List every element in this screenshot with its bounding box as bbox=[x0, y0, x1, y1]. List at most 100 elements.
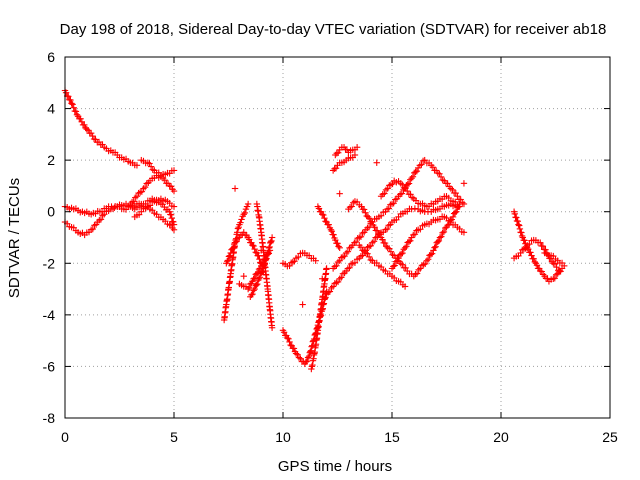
data-point bbox=[265, 248, 272, 256]
y-tick-label: 2 bbox=[47, 152, 55, 168]
data-point bbox=[385, 205, 392, 212]
data-point bbox=[327, 226, 335, 233]
y-axis-label: SDTVAR / TECUs bbox=[6, 178, 23, 298]
data-point bbox=[430, 247, 437, 254]
data-point bbox=[537, 239, 544, 246]
data-point bbox=[332, 165, 340, 172]
data-point bbox=[260, 265, 267, 272]
data-point bbox=[423, 257, 431, 264]
data-point bbox=[320, 211, 327, 219]
data-point bbox=[251, 285, 258, 293]
data-point bbox=[167, 183, 175, 190]
data-point bbox=[250, 275, 257, 283]
data-point bbox=[373, 159, 380, 166]
data-point bbox=[357, 233, 365, 240]
x-tick-label: 15 bbox=[384, 429, 400, 445]
data-point bbox=[384, 185, 391, 192]
data-point bbox=[539, 242, 547, 250]
x-tick-labels: 0 5 10 15 20 25 bbox=[61, 429, 618, 445]
data-point bbox=[326, 288, 334, 295]
data-point bbox=[351, 259, 359, 266]
data-point bbox=[387, 248, 395, 255]
data-point bbox=[146, 160, 153, 167]
data-point bbox=[223, 258, 231, 265]
data-point bbox=[67, 96, 74, 104]
data-point bbox=[140, 185, 147, 192]
data-point bbox=[291, 258, 298, 265]
data-point bbox=[435, 237, 443, 245]
y-tick-label: 0 bbox=[47, 204, 55, 220]
data-point bbox=[89, 132, 96, 140]
data-point bbox=[141, 183, 149, 191]
data-point bbox=[258, 247, 265, 254]
data-point bbox=[240, 229, 247, 236]
data-point bbox=[544, 275, 551, 282]
x-tick-label: 25 bbox=[602, 429, 618, 445]
data-point bbox=[434, 238, 441, 245]
data-point bbox=[328, 284, 335, 292]
data-point bbox=[348, 203, 355, 210]
data-point bbox=[381, 190, 388, 197]
data-point bbox=[62, 89, 70, 96]
data-point bbox=[344, 248, 352, 255]
data-point bbox=[359, 229, 366, 237]
data-point bbox=[392, 196, 399, 203]
data-point bbox=[294, 351, 301, 358]
data-point bbox=[249, 242, 256, 249]
data-point bbox=[264, 249, 271, 257]
data-point bbox=[364, 244, 371, 251]
data-point bbox=[81, 121, 88, 129]
data-point bbox=[449, 213, 457, 221]
data-point bbox=[411, 231, 419, 238]
data-point bbox=[454, 193, 461, 200]
data-point bbox=[413, 270, 421, 277]
data-point bbox=[518, 232, 526, 240]
data-point bbox=[133, 162, 141, 169]
data-point bbox=[287, 259, 295, 266]
data-point bbox=[224, 257, 232, 264]
data-point bbox=[382, 186, 390, 194]
data-point bbox=[351, 151, 359, 159]
data-point bbox=[365, 253, 373, 261]
data-point bbox=[280, 329, 288, 336]
data-point bbox=[268, 324, 276, 331]
data-point bbox=[516, 225, 524, 233]
data-point bbox=[250, 287, 257, 294]
data-point bbox=[397, 250, 405, 258]
data-point bbox=[255, 265, 263, 273]
data-point bbox=[527, 249, 534, 256]
data-point bbox=[561, 262, 568, 270]
data-point bbox=[376, 231, 383, 238]
data-point bbox=[408, 205, 415, 213]
data-point bbox=[251, 245, 258, 253]
data-point bbox=[334, 278, 342, 286]
data-point bbox=[299, 301, 306, 308]
data-point bbox=[170, 187, 178, 195]
data-point bbox=[538, 268, 545, 275]
data-point bbox=[138, 188, 146, 195]
data-point bbox=[246, 284, 253, 291]
data-point bbox=[295, 354, 303, 361]
data-point bbox=[87, 129, 95, 137]
data-point bbox=[386, 182, 393, 189]
data-point bbox=[392, 258, 400, 265]
data-point bbox=[399, 261, 406, 268]
data-point bbox=[362, 209, 369, 216]
data-point bbox=[528, 252, 535, 259]
data-point bbox=[530, 255, 537, 263]
data-point bbox=[284, 334, 291, 342]
data-point bbox=[401, 244, 409, 252]
x-axis-label: GPS time / hours bbox=[278, 458, 392, 475]
data-point bbox=[292, 350, 300, 357]
data-point bbox=[304, 354, 312, 361]
data-point bbox=[437, 173, 445, 181]
data-point bbox=[166, 208, 173, 215]
data-points bbox=[61, 87, 568, 373]
data-point bbox=[514, 218, 521, 225]
data-point bbox=[356, 234, 363, 241]
data-point bbox=[521, 237, 528, 244]
data-point bbox=[431, 244, 438, 251]
data-point bbox=[377, 212, 385, 219]
y-tick-label: -2 bbox=[43, 255, 56, 271]
data-point bbox=[422, 260, 429, 268]
